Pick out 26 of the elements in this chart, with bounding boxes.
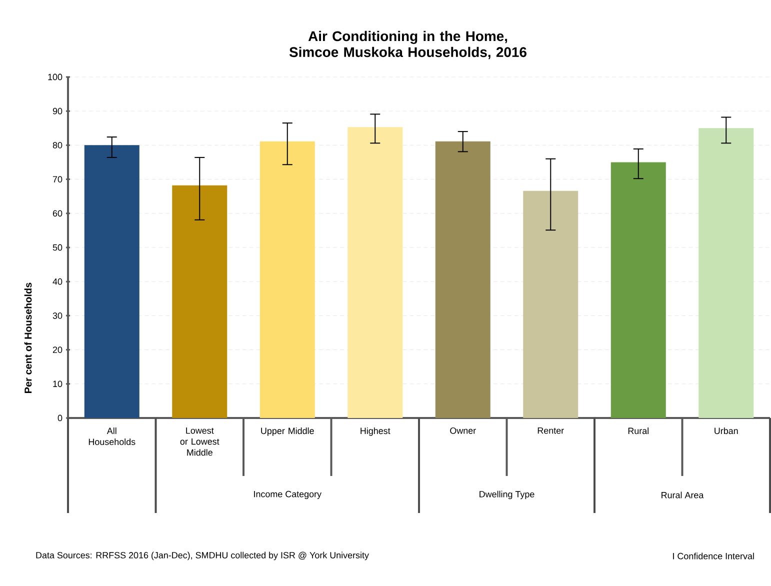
y-tick-label: 10 [53, 380, 62, 388]
chart-title: Air Conditioning in the Home, Simcoe Muskoka Households, 2016 [289, 30, 526, 60]
x-tick-label: Lowest or Lowest Middle [180, 427, 220, 456]
x-tick-label: All Households [88, 427, 136, 446]
y-tick-label: 90 [52, 108, 62, 114]
y-tick-label: 70 [52, 176, 62, 182]
text: I Confidence Interval [673, 552, 754, 560]
y-tick-label: 20 [52, 346, 62, 353]
x-tick-label: Owner [450, 427, 476, 434]
x-tick-label: Upper Middle [261, 427, 314, 436]
y-tick-label: 50 [52, 244, 62, 251]
x-tick-label: Rural [628, 427, 648, 434]
y-tick-label: 0 [58, 414, 62, 422]
text: Dwelling Type [480, 490, 534, 500]
y-tick-label: 60 [52, 210, 62, 217]
x-tick-label: Highest [360, 427, 390, 436]
text: Income Category [254, 490, 322, 500]
text: Rural Area [662, 492, 704, 498]
y-tick-label: 100 [48, 74, 62, 80]
text: Data Sources: RRFSS 2016 (Jan-Dec), SMDHU collected by ISR @ York University [36, 552, 369, 560]
x-tick-label: Renter [538, 427, 564, 434]
x-tick-label: Urban [714, 427, 738, 434]
y-tick-label: 30 [52, 312, 62, 319]
y-tick-label: 80 [52, 142, 62, 148]
y-tick-label: 40 [52, 278, 62, 285]
y-axis-title: Per cent of Households [24, 282, 32, 393]
